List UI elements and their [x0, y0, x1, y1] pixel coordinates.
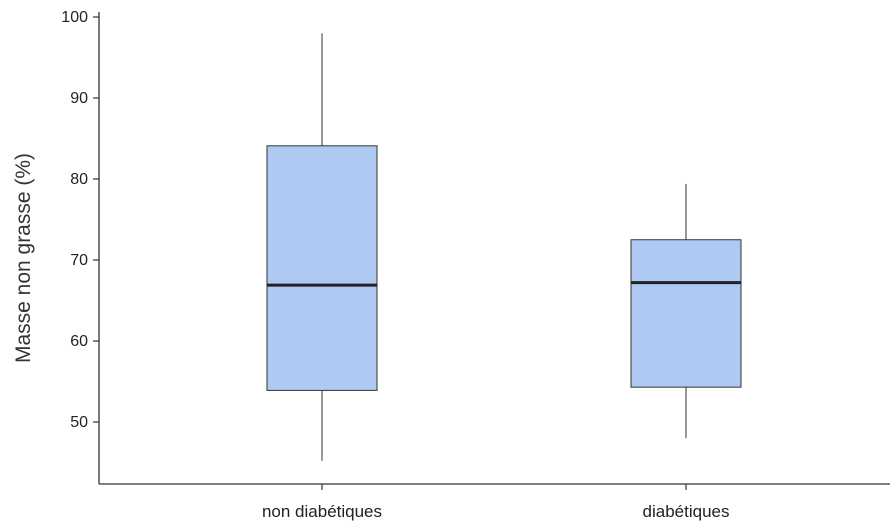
boxes [266, 33, 742, 461]
y-tick-label: 70 [70, 252, 88, 269]
box-iqr [266, 145, 378, 391]
axes: 50 60 70 80 90 100 non diabétiques diabétiques [61, 9, 890, 521]
box-1 [266, 33, 378, 461]
y-tick-label: 90 [70, 90, 88, 107]
y-tick-label: 60 [70, 333, 88, 350]
y-tick-label: 80 [70, 171, 88, 188]
box-iqr [630, 239, 742, 388]
y-tick-label: 50 [70, 414, 88, 431]
x-tick-label: diabétiques [643, 502, 730, 521]
x-tick-label: non diabétiques [262, 502, 382, 521]
y-tick-label: 100 [61, 9, 88, 26]
box-2 [630, 183, 742, 439]
y-axis-title: Masse non grasse (%) [12, 153, 35, 363]
